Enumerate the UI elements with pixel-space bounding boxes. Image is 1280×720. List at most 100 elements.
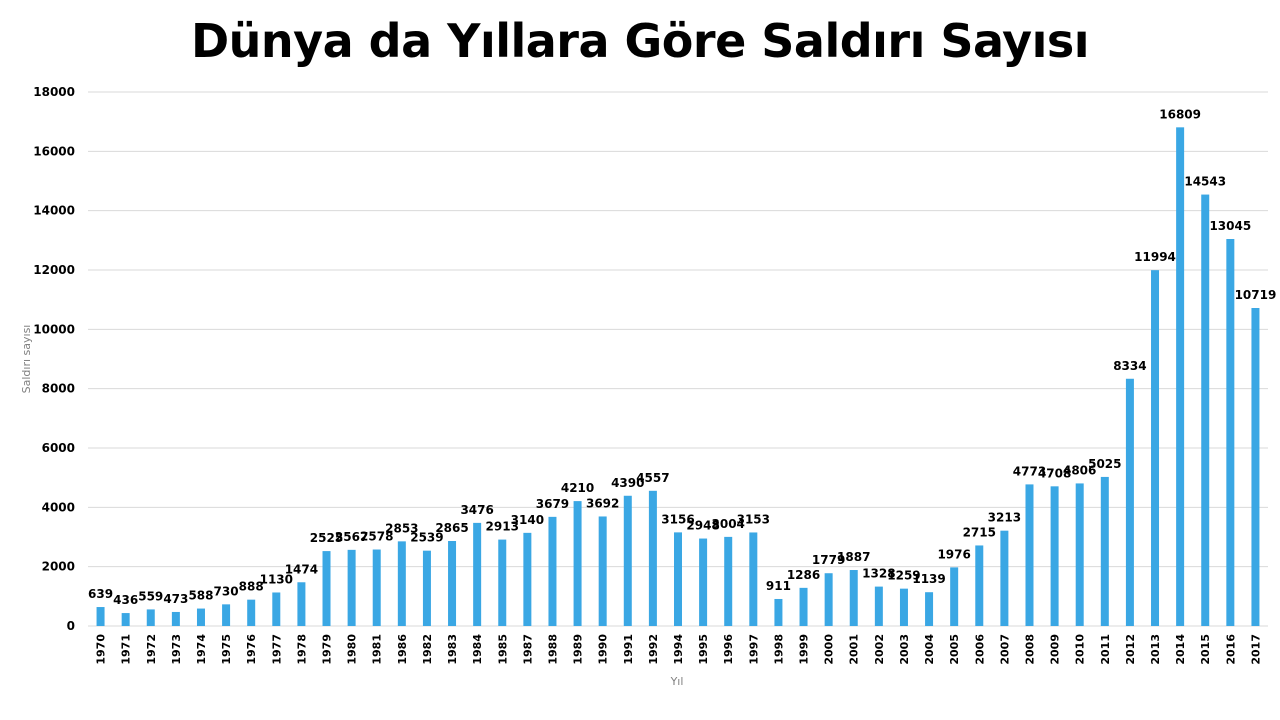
x-axis-label: Yıl xyxy=(670,675,684,688)
x-tick-label: 1984 xyxy=(471,634,484,665)
y-axis-label: Saldırı sayısı xyxy=(20,325,33,394)
x-tick-label: 1974 xyxy=(195,634,208,665)
y-tick-label: 14000 xyxy=(33,204,75,218)
x-tick-label: 1983 xyxy=(446,634,459,665)
x-tick-label: 1990 xyxy=(597,634,610,665)
x-tick-label: 2013 xyxy=(1149,634,1162,665)
x-tick-label: 1997 xyxy=(747,634,760,665)
data-label: 4210 xyxy=(561,481,594,495)
bar xyxy=(648,490,657,626)
bar xyxy=(1251,308,1260,626)
x-tick-label: 1989 xyxy=(572,634,585,665)
data-label: 2567 xyxy=(335,530,368,544)
bar xyxy=(498,539,507,626)
bar xyxy=(1075,483,1084,626)
bar xyxy=(749,532,758,626)
bar xyxy=(1201,194,1210,626)
bar xyxy=(272,592,281,626)
y-axis-ticks: 0 2000 4000 6000 8000 10000 12000 14000 16000 180… xyxy=(33,85,75,633)
x-tick-label: 1970 xyxy=(95,634,108,665)
x-tick-label: 2000 xyxy=(823,634,836,665)
x-tick-label: 2004 xyxy=(923,634,936,665)
x-tick-label: 1985 xyxy=(496,634,509,665)
data-label: 1887 xyxy=(837,550,870,564)
data-label: 1259 xyxy=(887,569,920,583)
x-tick-label: 2001 xyxy=(848,634,861,665)
bar xyxy=(1226,238,1235,626)
data-label: 16809 xyxy=(1159,107,1201,121)
bar xyxy=(548,516,557,626)
data-label: 4708 xyxy=(1038,466,1071,480)
bar xyxy=(347,549,356,626)
bar xyxy=(1151,270,1160,626)
data-label: 3692 xyxy=(586,496,619,510)
data-label: 11994 xyxy=(1134,250,1176,264)
data-label: 5025 xyxy=(1088,457,1121,471)
y-tick-label: 16000 xyxy=(33,144,75,158)
bar xyxy=(573,501,582,626)
x-tick-label: 1978 xyxy=(295,634,308,665)
data-label: 588 xyxy=(188,589,213,603)
data-label: 3140 xyxy=(511,513,544,527)
data-label: 3476 xyxy=(460,503,493,517)
bar xyxy=(1025,484,1034,626)
data-label: 1474 xyxy=(285,562,318,576)
data-label: 4557 xyxy=(636,471,669,485)
bar xyxy=(1176,127,1185,626)
x-tick-label: 2005 xyxy=(948,634,961,665)
x-tick-label: 1981 xyxy=(371,634,384,665)
bar xyxy=(824,573,833,626)
bar xyxy=(899,588,908,626)
x-tick-label: 2009 xyxy=(1049,634,1062,665)
x-tick-label: 1994 xyxy=(672,634,685,665)
bar xyxy=(799,587,808,626)
x-tick-label: 1972 xyxy=(145,634,158,665)
data-label: 10719 xyxy=(1235,288,1277,302)
data-label: 1328 xyxy=(862,567,895,581)
bar xyxy=(1125,378,1134,626)
bar xyxy=(448,541,457,626)
x-tick-label: 2003 xyxy=(898,634,911,665)
x-tick-label: 2008 xyxy=(1023,634,1036,665)
y-tick-label: 12000 xyxy=(33,263,75,277)
data-label: 4773 xyxy=(1013,464,1046,478)
x-tick-label: 1991 xyxy=(622,634,635,665)
x-tick-label: 1977 xyxy=(270,634,283,665)
x-tick-label: 1987 xyxy=(521,634,534,665)
data-label: 473 xyxy=(163,592,188,606)
bar xyxy=(874,586,883,626)
data-label: 1779 xyxy=(812,553,845,567)
y-tick-label: 8000 xyxy=(42,382,75,396)
x-tick-label: 2012 xyxy=(1124,634,1137,665)
data-label: 2853 xyxy=(385,521,418,535)
data-label: 13045 xyxy=(1209,219,1251,233)
x-tick-label: 2011 xyxy=(1099,634,1112,665)
bar xyxy=(171,611,180,626)
data-label: 1286 xyxy=(787,568,820,582)
data-label: 3213 xyxy=(988,511,1021,525)
x-axis-ticks: 1970 1971 1972 1973 1974 1975 1976 1977 1978 1979… xyxy=(95,634,1263,665)
bar xyxy=(297,582,306,626)
data-label: 1130 xyxy=(260,572,293,586)
y-tick-label: 0 xyxy=(67,619,75,633)
data-label: 3153 xyxy=(737,512,770,526)
bar xyxy=(1000,530,1009,626)
data-label: 2913 xyxy=(486,520,519,534)
x-tick-label: 1980 xyxy=(346,634,359,665)
x-tick-label: 2015 xyxy=(1199,634,1212,665)
y-tick-label: 2000 xyxy=(42,560,75,574)
bar xyxy=(975,545,984,626)
x-tick-label: 1998 xyxy=(772,634,785,665)
data-label: 2865 xyxy=(435,521,468,535)
x-tick-label: 2017 xyxy=(1249,634,1262,665)
data-label: 1139 xyxy=(912,572,945,586)
data-label: 2578 xyxy=(360,530,393,544)
bar xyxy=(523,532,532,626)
data-label: 436 xyxy=(113,593,138,607)
x-tick-label: 1999 xyxy=(798,634,811,665)
data-label: 4390 xyxy=(611,476,644,490)
y-tick-label: 6000 xyxy=(42,441,75,455)
bar xyxy=(96,607,105,626)
data-label: 1976 xyxy=(937,547,970,561)
